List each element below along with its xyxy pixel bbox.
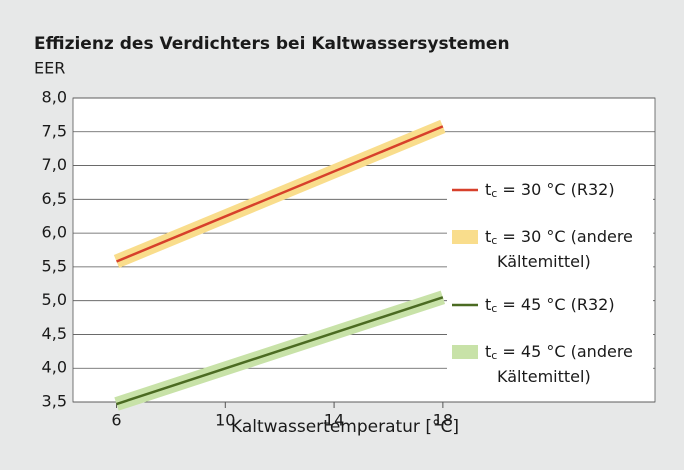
legend-label: tc = 30 °C (andere Kältemittel) [485,227,633,271]
y-tick-label: 7,0 [42,155,67,174]
y-tick-label: 4,5 [42,324,67,343]
line [116,125,444,263]
x-axis-label: Kaltwassertemperatur [°C] [231,417,459,437]
legend-label: tc = 45 °C (andere Kältemittel) [485,342,633,386]
y-tick-label: 8,0 [42,88,67,107]
y-tick-label: 6,0 [42,223,67,242]
x-tick-label: 18 [433,411,453,430]
y-tick-label: 3,5 [42,392,67,411]
legend-swatch [452,345,478,359]
legend-label: tc = 30 °C (R32) [485,180,615,201]
y-tick-label: 4,0 [42,358,67,377]
x-tick-label: 6 [111,411,121,430]
x-tick-label: 14 [324,411,344,430]
line [116,296,444,406]
chart-title: Effizienz des Verdichters bei Kaltwasser… [34,34,510,54]
y-tick-label: 6,5 [42,189,67,208]
x-tick-label: 10 [215,411,235,430]
y-tick-label: 5,0 [42,290,67,309]
y-tick-label: 5,5 [42,256,67,275]
y-axis-label: EER [34,59,65,78]
y-tick-label: 7,5 [42,121,67,140]
legend-label: tc = 45 °C (R32) [485,295,615,316]
legend-swatch [452,230,478,244]
plot-frame [72,97,656,403]
legend-background [447,174,653,392]
